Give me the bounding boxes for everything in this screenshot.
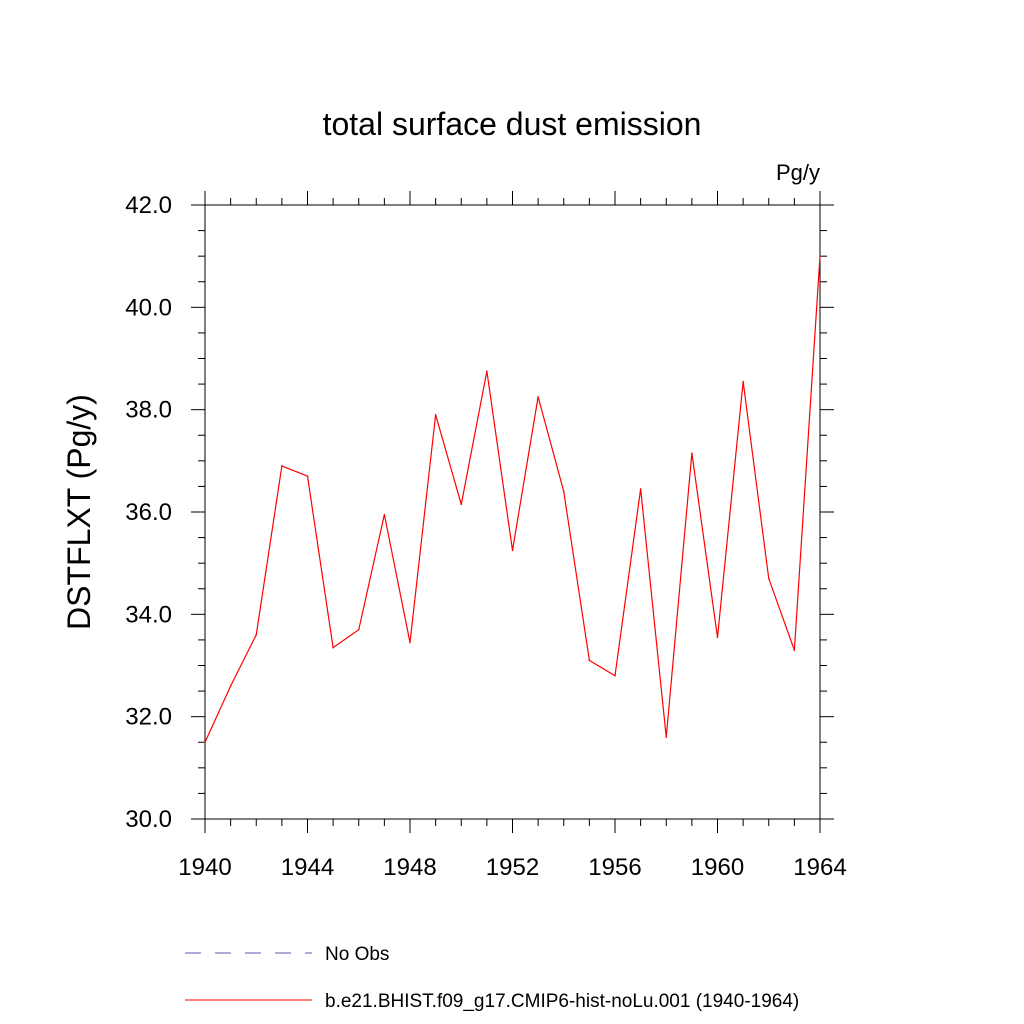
x-tick-label: 1940 bbox=[178, 854, 231, 881]
data-point bbox=[537, 396, 539, 398]
y-tick-label: 32.0 bbox=[125, 704, 172, 731]
data-point bbox=[742, 380, 744, 383]
data-point bbox=[409, 641, 411, 644]
data-point bbox=[383, 513, 386, 516]
legend: No Obs b.e21.BHIST.f09_g17.CMIP6-hist-noL… bbox=[185, 944, 799, 1012]
series-line bbox=[204, 256, 821, 743]
y-axis: 30.0 32.0 34.0 36.0 38.0 40.0 42.0 bbox=[125, 192, 834, 833]
y-tick-label: 36.0 bbox=[125, 499, 172, 526]
series-group bbox=[204, 255, 821, 744]
units-label: Pg/y bbox=[776, 160, 820, 185]
data-point bbox=[434, 413, 437, 416]
x-tick-label: 1964 bbox=[793, 854, 846, 881]
data-point bbox=[204, 741, 206, 744]
data-point bbox=[511, 549, 514, 552]
y-axis-label: DSTFLXT (Pg/y) bbox=[61, 394, 97, 630]
y-tick-label: 38.0 bbox=[125, 397, 172, 424]
data-point bbox=[332, 646, 334, 649]
data-point bbox=[588, 659, 591, 662]
data-point bbox=[716, 636, 719, 639]
legend-label: No Obs bbox=[325, 944, 389, 965]
x-axis: 1940 1944 1948 1952 1956 1960 1964 bbox=[178, 191, 847, 881]
data-point bbox=[614, 674, 616, 677]
x-tick-label: 1952 bbox=[486, 854, 539, 881]
x-tick-label: 1960 bbox=[691, 854, 744, 881]
data-point bbox=[691, 452, 693, 454]
y-tick-label: 30.0 bbox=[125, 806, 172, 833]
data-point bbox=[281, 465, 283, 467]
data-point bbox=[255, 634, 258, 636]
x-tick-label: 1944 bbox=[281, 854, 334, 881]
data-point bbox=[767, 577, 770, 580]
data-point bbox=[306, 475, 309, 477]
data-point bbox=[486, 370, 488, 373]
legend-label: b.e21.BHIST.f09_g17.CMIP6-hist-noLu.001 … bbox=[325, 991, 799, 1012]
data-point bbox=[639, 488, 642, 490]
data-point bbox=[357, 628, 360, 631]
data-point bbox=[460, 503, 463, 506]
data-point bbox=[562, 490, 565, 493]
plot-border bbox=[204, 204, 821, 820]
y-tick-label: 34.0 bbox=[125, 601, 172, 628]
chart-title: total surface dust emission bbox=[323, 106, 702, 142]
data-point bbox=[665, 736, 668, 738]
y-tick-label: 42.0 bbox=[125, 192, 172, 219]
plot-area bbox=[204, 204, 821, 820]
x-tick-label: 1948 bbox=[383, 854, 436, 881]
data-point bbox=[793, 649, 796, 651]
x-tick-label: 1956 bbox=[588, 854, 641, 881]
data-point bbox=[229, 685, 232, 687]
data-point bbox=[819, 255, 821, 257]
y-tick-label: 40.0 bbox=[125, 294, 172, 321]
